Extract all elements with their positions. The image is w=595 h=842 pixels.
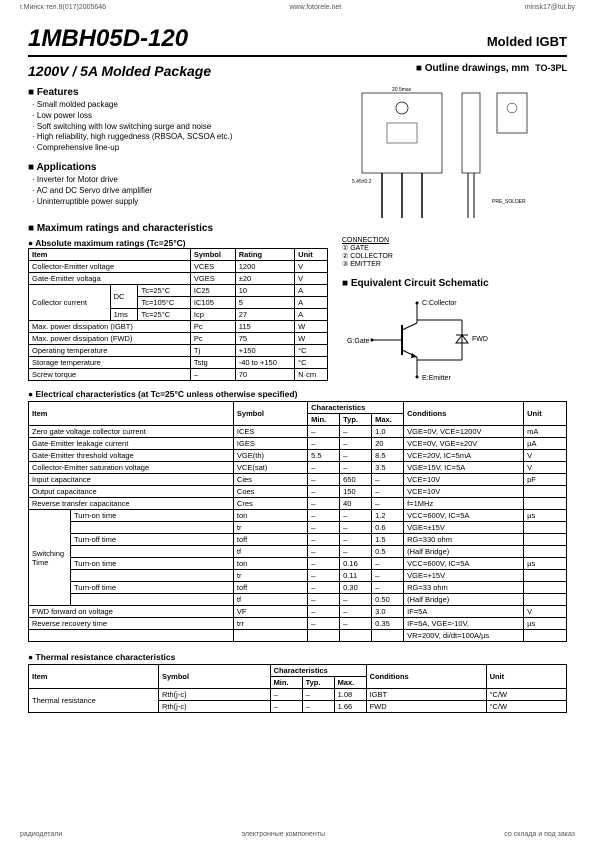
product-type: Molded IGBT	[487, 34, 567, 49]
feature-item: High reliability, high ruggedness (RBSOA…	[32, 132, 328, 143]
connection-heading: CONNECTION	[342, 237, 567, 244]
applications-list: Inverter for Motor driveAC and DC Servo …	[28, 175, 328, 207]
subtitle-row: 1200V / 5A Molded Package ■ Outline draw…	[28, 63, 567, 79]
svg-text:E:Emitter: E:Emitter	[422, 375, 451, 382]
elec-char-table: ItemSymbolCharacteristicsConditionsUnitM…	[28, 401, 567, 642]
applications-heading: Applications	[28, 162, 328, 173]
header-center: www.fotorele.net	[290, 4, 342, 11]
table-header: Rating	[235, 249, 294, 261]
connection-item: ② COLLECTOR	[342, 252, 567, 260]
connection-legend: CONNECTION ① GATE② COLLECTOR③ EMITTER	[342, 237, 567, 268]
connection-item: ① GATE	[342, 244, 567, 252]
title-row: 1MBH05D-120 Molded IGBT	[28, 25, 567, 57]
package-outline-svg: 5.45±0.2 20.5max PRE_SOLDER	[342, 83, 552, 233]
outline-heading: ■ Outline drawings, mmTO-3PL	[416, 63, 567, 79]
left-column: Features Small molded packageLow power l…	[28, 79, 328, 385]
svg-text:FWD: FWD	[472, 336, 488, 343]
right-column: 5.45±0.2 20.5max PRE_SOLDER CONNECTION ①…	[342, 79, 567, 385]
circuit-schematic: C:Collector G:Gate E:Emitter	[342, 295, 492, 385]
circuit-svg: C:Collector G:Gate E:Emitter	[342, 295, 512, 385]
thermal-heading: Thermal resistance characteristics	[28, 652, 567, 662]
header-bar: г.Минск тел.8(017)2005646 www.fotorele.n…	[0, 0, 595, 15]
footer-left: радиодетали	[20, 831, 62, 838]
part-number: 1MBH05D-120	[28, 25, 188, 53]
connection-item: ③ EMITTER	[342, 260, 567, 268]
table-header: Symbol	[190, 249, 235, 261]
max-ratings-heading: Maximum ratings and characteristics	[28, 223, 328, 234]
upper-columns: Features Small molded packageLow power l…	[28, 79, 567, 385]
footer-bar: радиодетали электронные компоненты со ск…	[0, 831, 595, 838]
application-item: AC and DC Servo drive amplifier	[32, 186, 328, 197]
thermal-table: ItemSymbolCharacteristicsConditionsUnitM…	[28, 664, 567, 713]
svg-text:5.45±0.2: 5.45±0.2	[352, 179, 372, 185]
outline-drawing: 5.45±0.2 20.5max PRE_SOLDER	[342, 83, 552, 233]
max-ratings-table: ItemSymbolRatingUnitCollector-Emitter vo…	[28, 248, 328, 381]
table-header: Unit	[295, 249, 328, 261]
elec-char-heading: Electrical characteristics (at Tc=25°C u…	[28, 389, 567, 399]
footer-center: электронные компоненты	[242, 831, 326, 838]
feature-item: Comprehensive line-up	[32, 143, 328, 154]
header-right: minsk17@tut.by	[525, 4, 575, 11]
feature-item: Low power loss	[32, 111, 328, 122]
page-content: 1MBH05D-120 Molded IGBT 1200V / 5A Molde…	[0, 15, 595, 723]
abs-max-heading: Absolute maximum ratings (Tc=25°C)	[28, 238, 328, 248]
footer-right: со склада и под заказ	[504, 831, 575, 838]
features-list: Small molded packageLow power lossSoft s…	[28, 100, 328, 154]
equiv-circuit-heading: Equivalent Circuit Schematic	[342, 278, 567, 289]
features-heading: Features	[28, 87, 328, 98]
header-left: г.Минск тел.8(017)2005646	[20, 4, 106, 11]
table-header: Item	[29, 249, 191, 261]
application-item: Inverter for Motor drive	[32, 175, 328, 186]
feature-item: Small molded package	[32, 100, 328, 111]
rating-package: 1200V / 5A Molded Package	[28, 63, 211, 79]
svg-text:C:Collector: C:Collector	[422, 300, 457, 307]
svg-text:G:Gate: G:Gate	[347, 338, 370, 345]
application-item: Uninterruptible power supply	[32, 197, 328, 208]
feature-item: Soft switching with low switching surge …	[32, 122, 328, 133]
svg-text:20.5max: 20.5max	[392, 87, 412, 93]
svg-text:PRE_SOLDER: PRE_SOLDER	[492, 199, 526, 205]
